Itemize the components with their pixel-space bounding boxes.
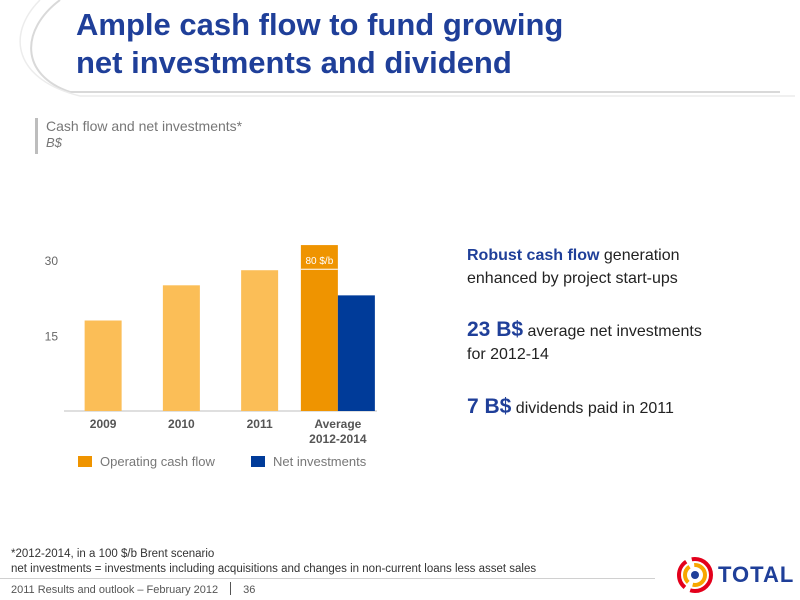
bullet-dividends: 7 B$ dividends paid in 2011 [467,395,674,420]
legend-net-investments: Net investments [251,454,366,469]
chart-unit: B$ [46,135,62,150]
title-swoosh-decoration [19,0,795,97]
bar-operating-cash-flow [162,285,200,411]
x-tick-label: Average [314,417,361,431]
footer-divider [0,578,655,579]
page-number: 36 [243,584,256,596]
page-title-line1: Ample cash flow to fund growing [76,7,564,42]
page-title: Ample cash flow to fund growing net inve… [76,6,563,82]
legend-label-net-investments: Net investments [273,454,367,469]
page-title-line2: net investments and dividend [76,45,512,80]
bullet2-highlight: 23 B$ [467,318,524,341]
total-logo: TOTAL [676,556,794,594]
annotation-label: 80 $/b [305,256,333,267]
legend-swatch-orange [78,456,92,467]
bullet1-highlight: Robust cash flow [467,247,600,264]
bullet3-text1: dividends paid in 2011 [511,400,674,417]
footer-separator [230,582,232,595]
legend-operating-cash-flow: Operating cash flow [78,454,215,469]
footnote-scenario: *2012-2014, in a 100 $/b Brent scenario [11,548,215,560]
bullet1-text2: enhanced by project start-ups [467,270,678,287]
bullet3-highlight: 7 B$ [467,395,512,418]
bullet-net-investments: 23 B$ average net investments for 2012-1… [467,318,702,366]
x-tick-label: 2009 [90,417,117,431]
bar-operating-cash-flow [300,245,338,411]
bullet2-text2: for 2012-14 [467,346,549,363]
chart-title-accent [35,118,38,154]
footer: 2011 Results and outlook – February 2012… [11,582,255,596]
chart-title: Cash flow and net investments* [46,118,243,134]
bullet1-text1: generation [599,247,680,264]
bar-operating-cash-flow [241,270,279,411]
x-tick-label: 2010 [168,417,195,431]
total-logo-text: TOTAL [718,562,795,587]
bar-net-investments [337,295,375,411]
x-tick-label: 2011 [247,417,273,431]
y-tick-label: 15 [45,330,59,344]
footer-label: 2011 Results and outlook – February 2012 [11,584,219,596]
bar-operating-cash-flow [84,320,122,411]
x-tick-label: 2012-2014 [309,432,367,446]
legend-swatch-blue [251,456,265,467]
total-logo-icon [677,557,713,593]
legend-label-operating-cash-flow: Operating cash flow [100,454,215,469]
bullet2-text1: average net investments [523,323,702,340]
footnote-definition: net investments = investments including … [11,563,537,575]
y-tick-label: 30 [45,254,59,268]
bullet-robust-cash-flow: Robust cash flow generation enhanced by … [467,244,680,290]
